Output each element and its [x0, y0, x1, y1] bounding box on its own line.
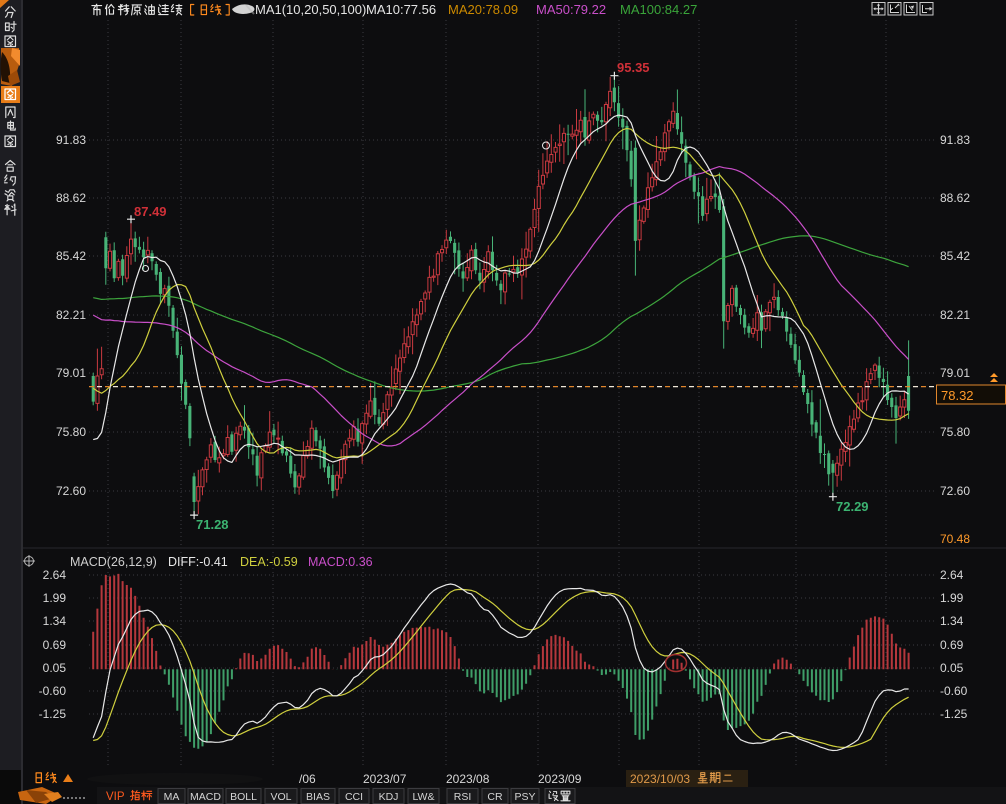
svg-text:91.83: 91.83 — [940, 133, 970, 147]
svg-text:2023/08: 2023/08 — [446, 772, 490, 786]
svg-text:2.64: 2.64 — [43, 568, 67, 582]
svg-text:MA10:77.56: MA10:77.56 — [366, 2, 436, 17]
svg-text:KDJ: KDJ — [379, 791, 399, 803]
svg-text:CCI: CCI — [345, 791, 363, 803]
svg-text:1.34: 1.34 — [940, 614, 964, 628]
svg-text:MA20:78.09: MA20:78.09 — [448, 2, 518, 17]
svg-text:/06: /06 — [299, 772, 316, 786]
svg-text:79.01: 79.01 — [940, 366, 970, 380]
svg-text:82.21: 82.21 — [940, 308, 970, 322]
svg-text:VOL: VOL — [270, 791, 291, 803]
svg-text:71.28: 71.28 — [196, 517, 229, 532]
svg-text:85.42: 85.42 — [940, 249, 970, 263]
svg-text:95.35: 95.35 — [617, 60, 650, 75]
svg-text:0.05: 0.05 — [940, 661, 964, 675]
svg-text:1.99: 1.99 — [940, 591, 964, 605]
svg-text:87.49: 87.49 — [134, 204, 167, 219]
svg-text:2023/09: 2023/09 — [538, 772, 582, 786]
svg-text:0.05: 0.05 — [43, 661, 67, 675]
svg-text:79.01: 79.01 — [56, 366, 86, 380]
svg-text:88.62: 88.62 — [56, 191, 86, 205]
svg-text:78.32: 78.32 — [941, 388, 974, 403]
svg-text:72.29: 72.29 — [836, 499, 869, 514]
svg-text:85.42: 85.42 — [56, 249, 86, 263]
svg-text:MA100:84.27: MA100:84.27 — [620, 2, 697, 17]
svg-text:-0.60: -0.60 — [39, 684, 67, 698]
svg-text:0.69: 0.69 — [940, 638, 964, 652]
svg-text:MACD:0.36: MACD:0.36 — [308, 555, 373, 569]
svg-text:LW&: LW& — [413, 791, 435, 803]
svg-text:-1.25: -1.25 — [39, 707, 67, 721]
svg-text:BOLL: BOLL — [230, 791, 257, 803]
svg-text:-0.60: -0.60 — [940, 684, 968, 698]
svg-text:DIFF:-0.41: DIFF:-0.41 — [168, 555, 228, 569]
svg-text:MA1(10,20,50,100): MA1(10,20,50,100) — [255, 2, 366, 17]
svg-text:MA50:79.22: MA50:79.22 — [536, 2, 606, 17]
svg-text:75.80: 75.80 — [56, 425, 86, 439]
svg-text:1.34: 1.34 — [43, 614, 67, 628]
svg-text:DEA:-0.59: DEA:-0.59 — [240, 555, 298, 569]
svg-text:CR: CR — [487, 791, 503, 803]
svg-text:2023/07: 2023/07 — [363, 772, 407, 786]
svg-text:2.64: 2.64 — [940, 568, 964, 582]
svg-text:72.60: 72.60 — [56, 484, 86, 498]
svg-text:88.62: 88.62 — [940, 191, 970, 205]
svg-text:RSI: RSI — [454, 791, 472, 803]
svg-text:1.99: 1.99 — [43, 591, 67, 605]
svg-text:72.60: 72.60 — [940, 484, 970, 498]
svg-text:PSY: PSY — [514, 791, 535, 803]
svg-text:BIAS: BIAS — [306, 791, 330, 803]
svg-text:VIP: VIP — [106, 791, 125, 803]
svg-text:MACD: MACD — [190, 791, 221, 803]
svg-text:70.48: 70.48 — [940, 532, 970, 546]
svg-text:75.80: 75.80 — [940, 425, 970, 439]
svg-text:0.69: 0.69 — [43, 638, 67, 652]
svg-text:82.21: 82.21 — [56, 308, 86, 322]
svg-text:91.83: 91.83 — [56, 133, 86, 147]
svg-text:MA: MA — [164, 791, 180, 803]
svg-text:MACD(26,12,9): MACD(26,12,9) — [70, 555, 157, 569]
svg-text:-1.25: -1.25 — [940, 707, 968, 721]
svg-text:2023/10/03: 2023/10/03 — [630, 772, 690, 786]
